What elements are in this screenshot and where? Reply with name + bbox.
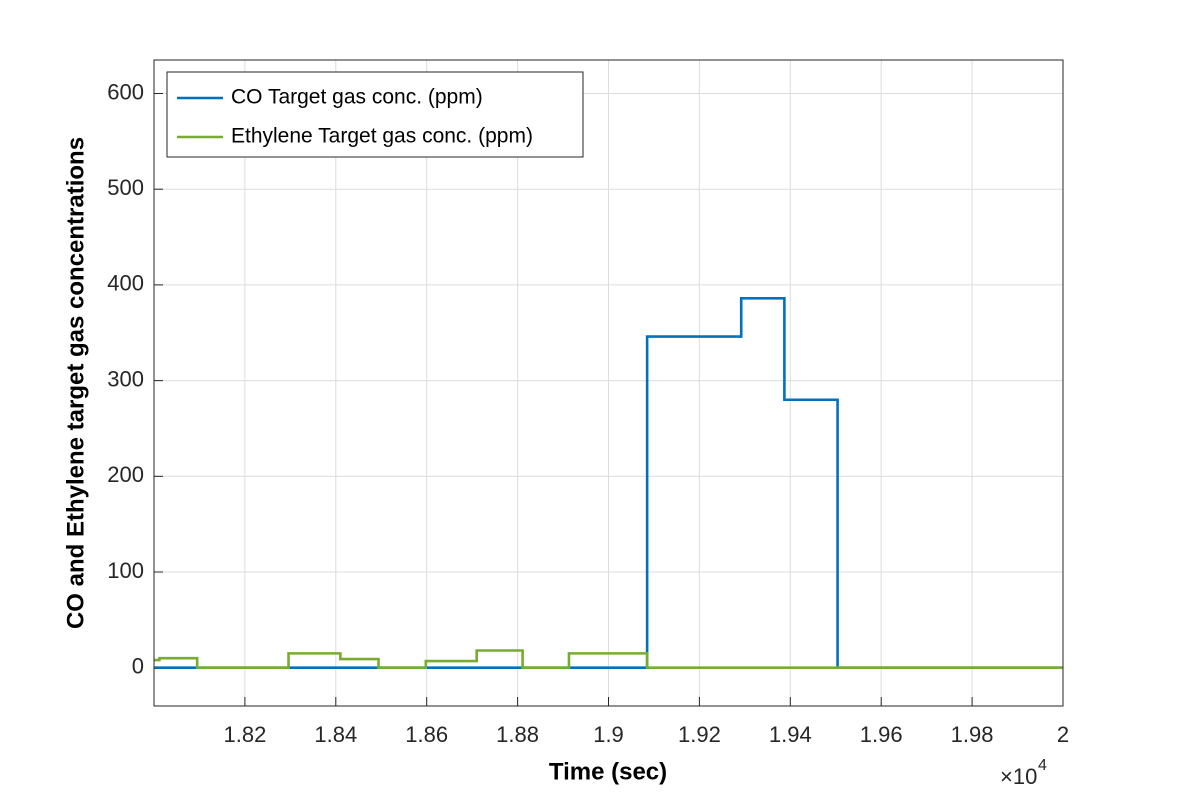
x-multiplier: ×10 xyxy=(1000,764,1037,789)
x-tick-label: 1.86 xyxy=(405,722,448,747)
y-tick-label: 200 xyxy=(107,462,144,487)
legend-label: CO Target gas conc. (ppm) xyxy=(231,86,483,109)
y-axis-label: CO and Ethylene target gas concentration… xyxy=(62,137,89,629)
x-axis-label: Time (sec) xyxy=(549,758,667,785)
x-tick-label: 1.94 xyxy=(769,722,812,747)
y-tick-label: 300 xyxy=(107,366,144,391)
legend-box xyxy=(166,71,584,158)
x-multiplier-exponent: 4 xyxy=(1038,757,1047,774)
x-tick-label: 1.98 xyxy=(951,722,994,747)
x-tick-label: 1.9 xyxy=(593,722,624,747)
legend-label: Ethylene Target gas conc. (ppm) xyxy=(231,125,533,148)
x-tick-label: 1.88 xyxy=(496,722,539,747)
legend: CO Target gas conc. (ppm) Ethylene Target… xyxy=(166,71,584,158)
y-tick-label: 100 xyxy=(107,558,144,583)
x-tick-label: 1.82 xyxy=(223,722,266,747)
y-tick-label: 400 xyxy=(107,271,144,296)
y-tick-label: 600 xyxy=(107,79,144,104)
plot-lines xyxy=(154,297,1063,670)
series-line xyxy=(154,649,1063,670)
axes-box xyxy=(153,59,1064,707)
x-tick-label: 1.92 xyxy=(678,722,721,747)
x-tick-label: 1.84 xyxy=(314,722,357,747)
y-tick-label: 500 xyxy=(107,175,144,200)
y-tick-label: 0 xyxy=(132,654,144,679)
x-tick-label: 2 xyxy=(1057,722,1069,747)
series-line xyxy=(154,297,1063,670)
x-tick-label: 1.96 xyxy=(860,722,903,747)
